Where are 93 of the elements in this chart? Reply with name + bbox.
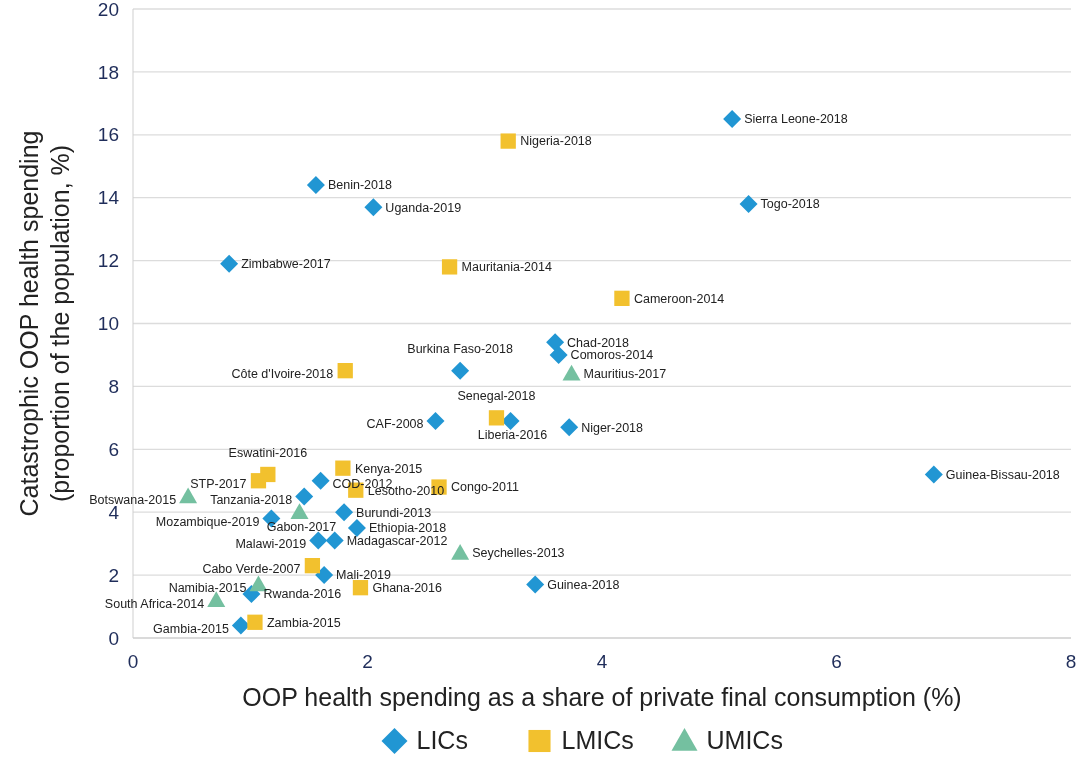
annotation: Togo-2018 (760, 197, 820, 212)
y-tick-label: 14 (97, 187, 120, 209)
annotation: Guinea-2018 (547, 577, 620, 592)
point (441, 259, 458, 275)
point (179, 487, 198, 504)
annotation: Burundi-2013 (356, 505, 432, 520)
point (364, 198, 383, 217)
point (295, 487, 314, 506)
y-axis-title: Catastrophic OOP health spending (proportion of the population, %) (15, 130, 74, 517)
point (614, 290, 630, 306)
annotation: Gabon-2017 (266, 519, 337, 534)
annotation: Mauritania-2014 (461, 260, 552, 275)
point (526, 575, 545, 594)
x-tick-label: 0 (127, 651, 139, 672)
point (315, 566, 334, 585)
annotation: Mauritius-2017 (583, 367, 667, 382)
point (451, 361, 470, 380)
legend-label: UMICs (706, 726, 783, 754)
x-tick-label: 4 (596, 651, 608, 672)
annotation: Côte d'Ivoire-2018 (231, 367, 334, 382)
annotation: Kenya-2015 (354, 461, 423, 476)
point (250, 473, 267, 489)
point (247, 614, 263, 630)
annotation: Benin-2018 (327, 178, 392, 193)
point (335, 460, 351, 476)
point (325, 531, 344, 550)
annotation: Malawi-2019 (235, 536, 307, 551)
y-tick-label: 20 (97, 0, 119, 20)
point (723, 110, 742, 129)
annotation: Zambia-2015 (266, 615, 341, 630)
y-tick-label: 0 (108, 627, 119, 649)
annotation: Congo-2011 (451, 480, 519, 495)
point (306, 176, 325, 195)
annotation: Zimbabwe-2017 (241, 257, 331, 272)
point (231, 616, 250, 635)
annotation: Ghana-2016 (372, 581, 443, 596)
annotation: Tanzania-2018 (210, 492, 293, 507)
point (560, 418, 579, 437)
y-tick-label: 12 (97, 250, 119, 272)
annotation: Chad-2018 (567, 335, 629, 350)
annotation: Cameroon-2014 (633, 291, 725, 306)
x-tick-label: 8 (1065, 651, 1077, 672)
y-tick-label: 8 (108, 376, 119, 398)
y-tick-label: 10 (97, 313, 119, 335)
annotation: Rwanda-2016 (263, 587, 342, 602)
x-tick-label: 6 (831, 651, 842, 672)
annotation: Cabo Verde-2007 (202, 562, 301, 577)
y-tick-label: 18 (97, 61, 119, 83)
annotation: Niger-2018 (581, 420, 644, 435)
x-tick-label: 2 (362, 651, 373, 672)
annotation: Guinea-Bissau-2018 (945, 467, 1060, 482)
point (488, 410, 505, 426)
point (451, 544, 470, 560)
point (739, 194, 758, 213)
point (546, 333, 565, 352)
annotation: Burkina Faso-2018 (407, 342, 513, 357)
point (220, 254, 239, 273)
point (290, 503, 309, 519)
point (426, 411, 445, 430)
annotation: Eswatini-2016 (228, 445, 308, 460)
point (500, 133, 516, 149)
point (335, 503, 354, 522)
point (337, 363, 353, 379)
annotation: Liberia-2016 (477, 428, 548, 443)
annotation: Seychelles-2013 (472, 546, 565, 561)
annotation: Mozambique-2019 (155, 514, 260, 529)
legend-label: LMICs (561, 726, 634, 754)
annotation: Mali-2019 (336, 568, 392, 583)
point (304, 558, 321, 574)
annotation: Madagascar-2012 (346, 533, 448, 548)
point (352, 580, 369, 596)
annotation: STP-2017 (190, 477, 247, 492)
x-axis-title: OOP health spending as a share of private final consumption (%) (242, 683, 962, 711)
legend-label: LICs (416, 726, 468, 754)
annotation: Gambia-2015 (153, 621, 229, 636)
annotation: South Africa-2014 (104, 596, 205, 611)
annotation: CAF-2008 (366, 417, 424, 432)
annotation: Senegal-2018 (457, 389, 536, 404)
y-tick-label: 6 (108, 438, 119, 460)
point (924, 465, 943, 484)
point (549, 345, 568, 364)
point (207, 591, 226, 608)
y-tick-label: 2 (108, 564, 119, 586)
point (309, 531, 328, 550)
y-tick-label: 16 (97, 124, 119, 146)
point (562, 364, 581, 381)
point (311, 471, 330, 490)
annotation: Nigeria-2018 (520, 134, 592, 149)
annotation: Uganda-2019 (385, 200, 462, 215)
annotation: Ethiopia-2018 (368, 521, 447, 536)
annotation: Comoros-2014 (570, 348, 654, 363)
annotation: Sierra Leone-2018 (744, 112, 848, 127)
annotation: Namibia-2015 (168, 580, 247, 595)
